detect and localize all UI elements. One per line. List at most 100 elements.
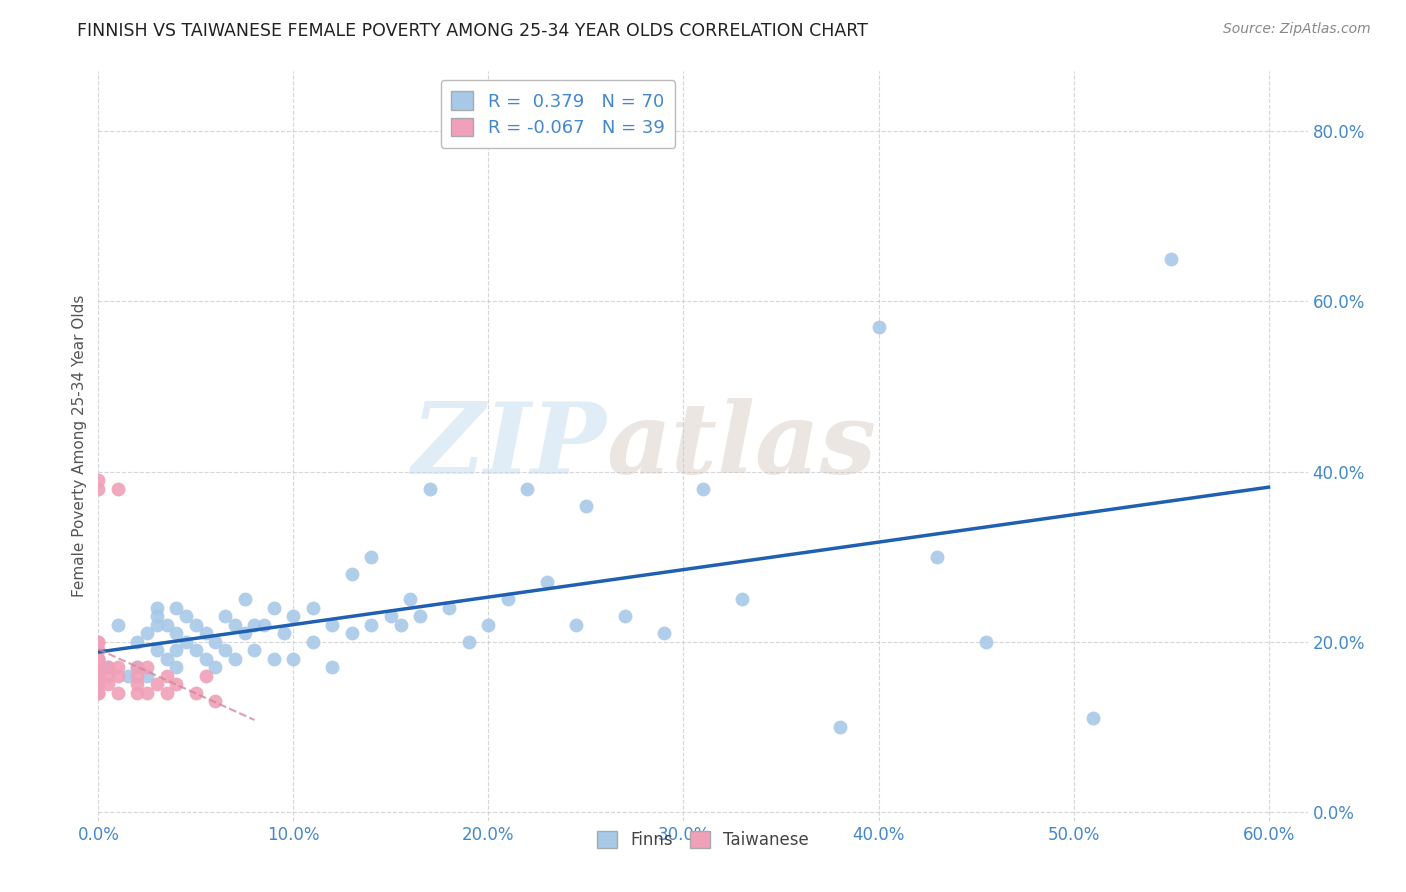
Point — [340, 626, 363, 640]
Point — [87, 643, 110, 657]
Point — [692, 482, 714, 496]
Point — [360, 549, 382, 564]
Point — [194, 626, 217, 640]
Point — [165, 643, 187, 657]
Point — [496, 592, 519, 607]
Point — [253, 617, 276, 632]
Point — [184, 686, 207, 700]
Point — [87, 652, 110, 666]
Point — [263, 600, 285, 615]
Point — [87, 686, 110, 700]
Point — [380, 609, 402, 624]
Point — [87, 660, 110, 674]
Point — [87, 635, 110, 649]
Point — [97, 660, 120, 674]
Point — [302, 635, 325, 649]
Point — [184, 643, 207, 657]
Point — [87, 660, 110, 674]
Point — [184, 617, 207, 632]
Text: FINNISH VS TAIWANESE FEMALE POVERTY AMONG 25-34 YEAR OLDS CORRELATION CHART: FINNISH VS TAIWANESE FEMALE POVERTY AMON… — [77, 22, 869, 40]
Point — [156, 617, 179, 632]
Point — [273, 626, 295, 640]
Point — [974, 635, 997, 649]
Point — [87, 660, 110, 674]
Point — [87, 677, 110, 691]
Point — [97, 660, 120, 674]
Point — [321, 660, 343, 674]
Point — [97, 677, 120, 691]
Point — [107, 669, 129, 683]
Point — [107, 617, 129, 632]
Point — [243, 643, 266, 657]
Point — [439, 600, 461, 615]
Point — [1160, 252, 1182, 266]
Point — [214, 643, 236, 657]
Text: Source: ZipAtlas.com: Source: ZipAtlas.com — [1223, 22, 1371, 37]
Point — [165, 600, 187, 615]
Point — [174, 609, 197, 624]
Point — [107, 660, 129, 674]
Point — [194, 669, 217, 683]
Point — [127, 677, 149, 691]
Point — [233, 592, 256, 607]
Point — [156, 686, 179, 700]
Point — [87, 482, 110, 496]
Point — [146, 609, 169, 624]
Point — [828, 720, 851, 734]
Point — [127, 660, 149, 674]
Point — [87, 643, 110, 657]
Point — [302, 600, 325, 615]
Point — [87, 473, 110, 487]
Point — [127, 660, 149, 674]
Point — [204, 694, 226, 708]
Point — [283, 609, 305, 624]
Text: ZIP: ZIP — [412, 398, 606, 494]
Point — [565, 617, 588, 632]
Point — [87, 669, 110, 683]
Point — [107, 482, 129, 496]
Point — [165, 660, 187, 674]
Point — [146, 600, 169, 615]
Point — [87, 686, 110, 700]
Point — [204, 660, 226, 674]
Point — [868, 319, 890, 334]
Point — [477, 617, 499, 632]
Point — [263, 652, 285, 666]
Point — [399, 592, 422, 607]
Point — [156, 669, 179, 683]
Point — [409, 609, 432, 624]
Point — [731, 592, 754, 607]
Point — [224, 617, 246, 632]
Point — [156, 652, 179, 666]
Point — [87, 677, 110, 691]
Point — [194, 652, 217, 666]
Point — [340, 566, 363, 581]
Y-axis label: Female Poverty Among 25-34 Year Olds: Female Poverty Among 25-34 Year Olds — [72, 295, 87, 597]
Point — [146, 677, 169, 691]
Point — [87, 652, 110, 666]
Point — [1081, 711, 1104, 725]
Point — [97, 669, 120, 683]
Point — [165, 677, 187, 691]
Point — [174, 635, 197, 649]
Point — [360, 617, 382, 632]
Point — [87, 652, 110, 666]
Point — [204, 635, 226, 649]
Point — [136, 669, 159, 683]
Point — [321, 617, 343, 632]
Point — [146, 643, 169, 657]
Point — [243, 617, 266, 632]
Point — [214, 609, 236, 624]
Point — [516, 482, 538, 496]
Point — [146, 617, 169, 632]
Point — [575, 499, 598, 513]
Point — [233, 626, 256, 640]
Point — [87, 635, 110, 649]
Point — [224, 652, 246, 666]
Point — [389, 617, 412, 632]
Point — [165, 626, 187, 640]
Point — [536, 575, 558, 590]
Point — [283, 652, 305, 666]
Point — [127, 686, 149, 700]
Legend: Finns, Taiwanese: Finns, Taiwanese — [589, 822, 817, 857]
